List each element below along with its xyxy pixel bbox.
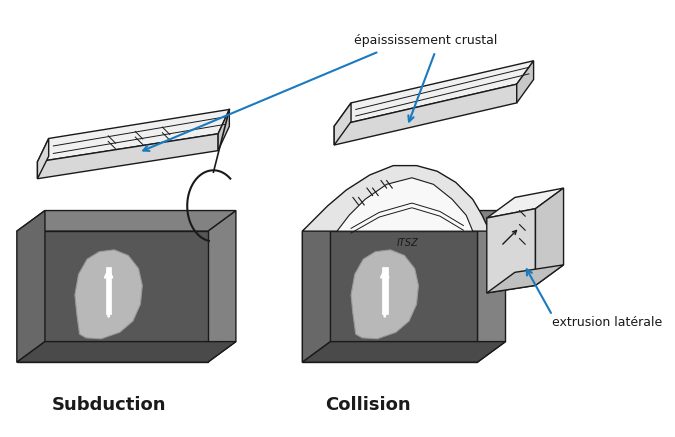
Polygon shape [487, 265, 564, 293]
Polygon shape [334, 103, 351, 145]
Polygon shape [517, 61, 534, 103]
Polygon shape [75, 250, 142, 339]
Polygon shape [334, 84, 517, 145]
Polygon shape [218, 109, 230, 151]
Polygon shape [487, 188, 564, 218]
Polygon shape [487, 209, 535, 293]
Polygon shape [37, 109, 230, 162]
Polygon shape [106, 267, 111, 313]
Polygon shape [302, 231, 477, 362]
Polygon shape [302, 166, 489, 231]
Text: extrusion latérale: extrusion latérale [552, 316, 663, 329]
Polygon shape [302, 342, 506, 362]
Polygon shape [477, 211, 506, 362]
Polygon shape [302, 211, 506, 231]
Polygon shape [37, 134, 218, 179]
Polygon shape [17, 211, 236, 231]
Polygon shape [334, 61, 534, 126]
Polygon shape [208, 211, 236, 362]
Polygon shape [351, 250, 418, 339]
Text: ITSZ: ITSZ [396, 238, 418, 248]
Polygon shape [17, 342, 236, 362]
Polygon shape [337, 178, 472, 231]
Text: épaississement crustal: épaississement crustal [354, 34, 497, 47]
Text: Collision: Collision [325, 396, 410, 414]
Polygon shape [382, 267, 387, 313]
Polygon shape [535, 188, 564, 285]
Polygon shape [37, 139, 49, 179]
Polygon shape [17, 231, 208, 362]
Polygon shape [17, 211, 45, 362]
Text: Subduction: Subduction [51, 396, 166, 414]
Polygon shape [302, 211, 331, 362]
